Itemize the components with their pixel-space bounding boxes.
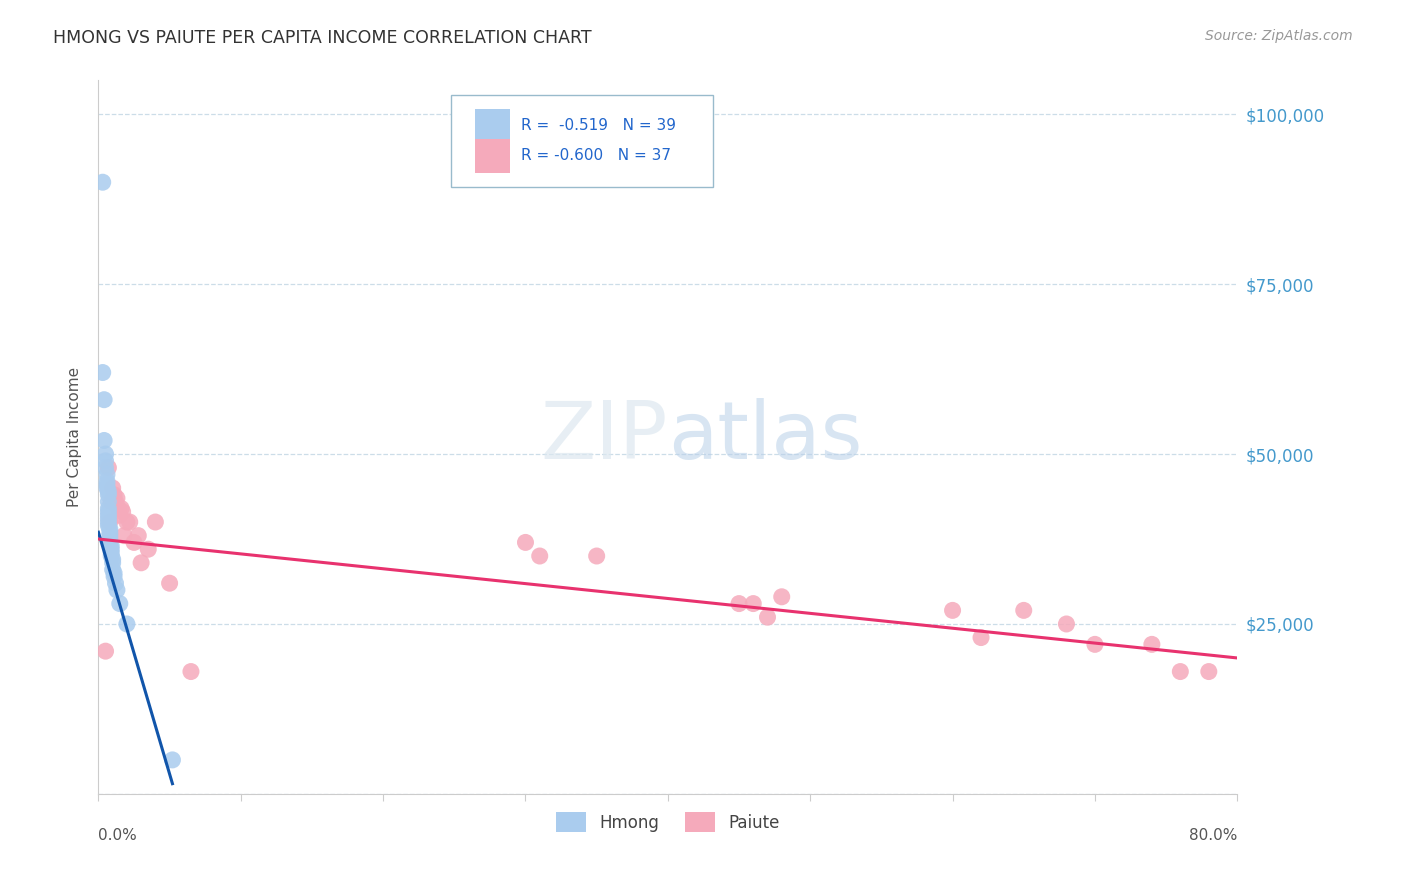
Point (585, 549, 607, 563)
Point (103, 488, 125, 502)
Text: R = -0.600   N = 37: R = -0.600 N = 37 (522, 148, 671, 163)
Point (98, 515, 121, 529)
Point (1140, 637, 1163, 651)
Text: Source: ZipAtlas.com: Source: ZipAtlas.com (1205, 29, 1353, 44)
Point (98, 525, 121, 540)
Point (105, 582, 128, 597)
Point (100, 542, 122, 557)
Point (97, 494, 120, 508)
Point (94, 454, 117, 468)
Point (942, 603, 965, 617)
Point (100, 549, 122, 563)
Legend: Hmong, Paiute: Hmong, Paiute (550, 805, 786, 839)
Bar (475, 139, 509, 173)
Point (96, 467, 118, 482)
Point (97, 488, 120, 502)
Point (101, 556, 124, 570)
Point (98, 532, 121, 546)
Point (129, 556, 152, 570)
Point (97, 460, 120, 475)
Text: 80.0%: 80.0% (1189, 828, 1237, 843)
Point (103, 569, 125, 583)
Point (93, 434, 115, 448)
Text: ZIP: ZIP (540, 398, 668, 476)
Point (98, 528, 121, 542)
Point (101, 552, 124, 566)
Point (159, 576, 181, 591)
Point (94, 447, 117, 461)
Point (105, 491, 128, 506)
Point (98, 522, 121, 536)
Point (1056, 617, 1078, 632)
Point (145, 515, 167, 529)
Point (107, 501, 129, 516)
Point (96, 477, 118, 491)
Point (108, 597, 131, 611)
Point (100, 494, 122, 508)
Point (1012, 603, 1035, 617)
Point (112, 528, 135, 542)
Point (97, 501, 120, 516)
Y-axis label: Per Capita Income: Per Capita Income (67, 367, 83, 508)
Text: atlas: atlas (668, 398, 862, 476)
Point (108, 508, 131, 523)
Point (162, 753, 184, 767)
Point (97, 484, 120, 499)
Point (970, 631, 993, 645)
Point (1170, 665, 1192, 679)
Text: 0.0%: 0.0% (98, 828, 138, 843)
Point (97, 511, 120, 525)
Point (122, 535, 145, 549)
Point (93, 392, 115, 407)
Point (101, 563, 124, 577)
Point (770, 590, 793, 604)
Point (180, 665, 202, 679)
Point (101, 481, 124, 495)
Point (115, 617, 138, 632)
Point (96, 481, 118, 495)
Point (100, 546, 122, 560)
Point (97, 518, 120, 533)
Point (529, 549, 551, 563)
Point (515, 535, 537, 549)
Point (115, 515, 138, 529)
Point (104, 494, 127, 508)
Text: HMONG VS PAIUTE PER CAPITA INCOME CORRELATION CHART: HMONG VS PAIUTE PER CAPITA INCOME CORREL… (53, 29, 592, 47)
Point (1198, 665, 1220, 679)
Point (742, 597, 765, 611)
Point (91, 366, 114, 380)
Bar (475, 109, 509, 143)
Point (98, 535, 121, 549)
Point (127, 528, 149, 542)
Point (97, 505, 120, 519)
Point (91, 175, 114, 189)
FancyBboxPatch shape (451, 95, 713, 187)
Point (97, 515, 120, 529)
Point (111, 505, 134, 519)
Point (136, 542, 159, 557)
Point (110, 501, 132, 516)
Point (728, 597, 751, 611)
Point (103, 566, 125, 580)
Point (104, 576, 127, 591)
Point (94, 644, 117, 658)
Point (756, 610, 779, 624)
Point (97, 508, 120, 523)
Point (94, 460, 117, 475)
Point (1084, 637, 1107, 651)
Point (100, 539, 122, 553)
Point (118, 515, 141, 529)
Text: R =  -0.519   N = 39: R = -0.519 N = 39 (522, 119, 676, 134)
Point (96, 475, 118, 489)
